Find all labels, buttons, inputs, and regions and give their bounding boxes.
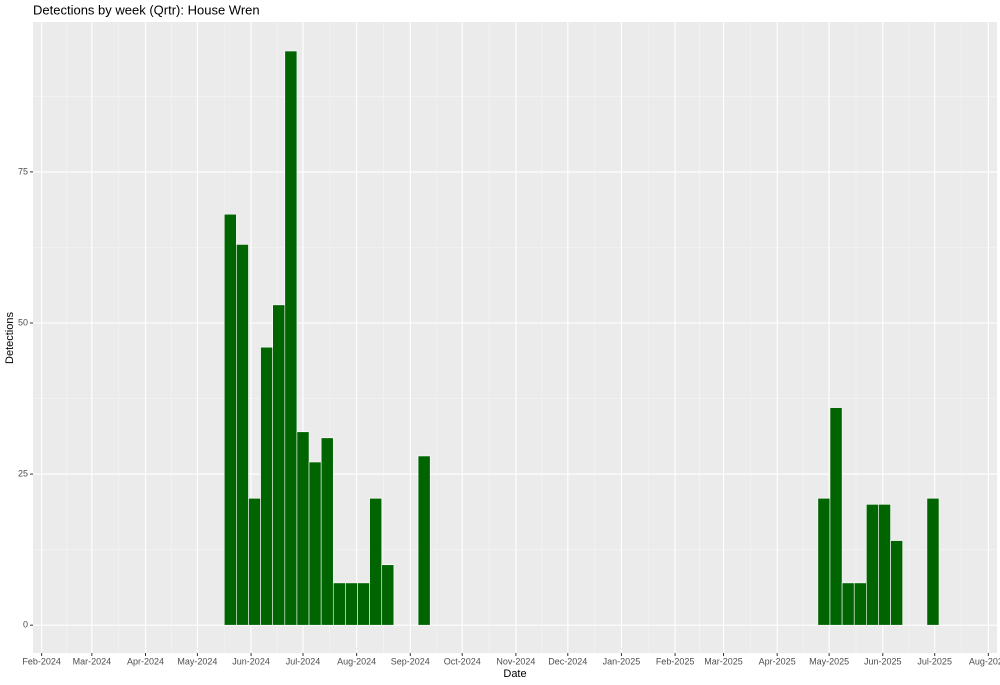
bar: [381, 564, 395, 626]
x-tick-label: Mar-2024: [73, 656, 112, 666]
chart-title: Detections by week (Qrtr): House Wren: [33, 2, 260, 17]
bar: [296, 431, 310, 626]
x-tick-label: May-2024: [177, 656, 217, 666]
x-tick-label: Jun-2025: [864, 656, 902, 666]
y-axis-label: Detections: [4, 312, 16, 364]
bar: [890, 540, 903, 626]
x-tick-label: Sep-2024: [391, 656, 430, 666]
x-tick-label: Apr-2025: [759, 656, 796, 666]
y-tick-label: 75: [18, 166, 28, 176]
y-tick-label: 0: [23, 620, 28, 630]
bar: [357, 582, 370, 626]
x-tick-label: Feb-2025: [656, 656, 695, 666]
bar: [308, 461, 322, 626]
x-tick-label: Dec-2024: [548, 656, 587, 666]
bar: [369, 497, 383, 626]
bar: [817, 497, 831, 626]
bar: [866, 504, 879, 626]
bar: [272, 304, 286, 626]
bar: [320, 437, 334, 626]
bar: [829, 407, 843, 626]
x-tick-label: Apr-2024: [127, 656, 164, 666]
x-tick-label: Mar-2025: [704, 656, 743, 666]
bar: [332, 582, 346, 626]
plot-panel: [33, 22, 997, 653]
y-tick-label: 50: [18, 317, 28, 327]
bar: [260, 346, 274, 626]
bar: [236, 244, 249, 626]
bar: [284, 50, 298, 626]
x-tick-label: Jul-2025: [917, 656, 952, 666]
x-tick-label: Oct-2024: [444, 656, 481, 666]
bar: [223, 213, 237, 626]
x-tick-label: Feb-2024: [22, 656, 61, 666]
y-tick-label: 25: [18, 468, 28, 478]
x-tick-label: Jan-2025: [603, 656, 641, 666]
bar: [853, 582, 867, 626]
bar: [248, 497, 261, 626]
bar: [345, 582, 358, 626]
bar: [926, 497, 940, 626]
x-tick-label: Nov-2024: [496, 656, 535, 666]
x-tick-label: May-2025: [809, 656, 849, 666]
x-tick-label: Jul-2024: [286, 656, 321, 666]
x-tick-label: Jun-2024: [232, 656, 270, 666]
x-axis-label: Date: [503, 668, 526, 680]
bar: [878, 504, 891, 626]
bar: [841, 582, 855, 626]
bar: [417, 455, 431, 626]
x-tick-label: Aug-2024: [337, 656, 376, 666]
x-tick-label: Aug-2025: [969, 656, 1000, 666]
